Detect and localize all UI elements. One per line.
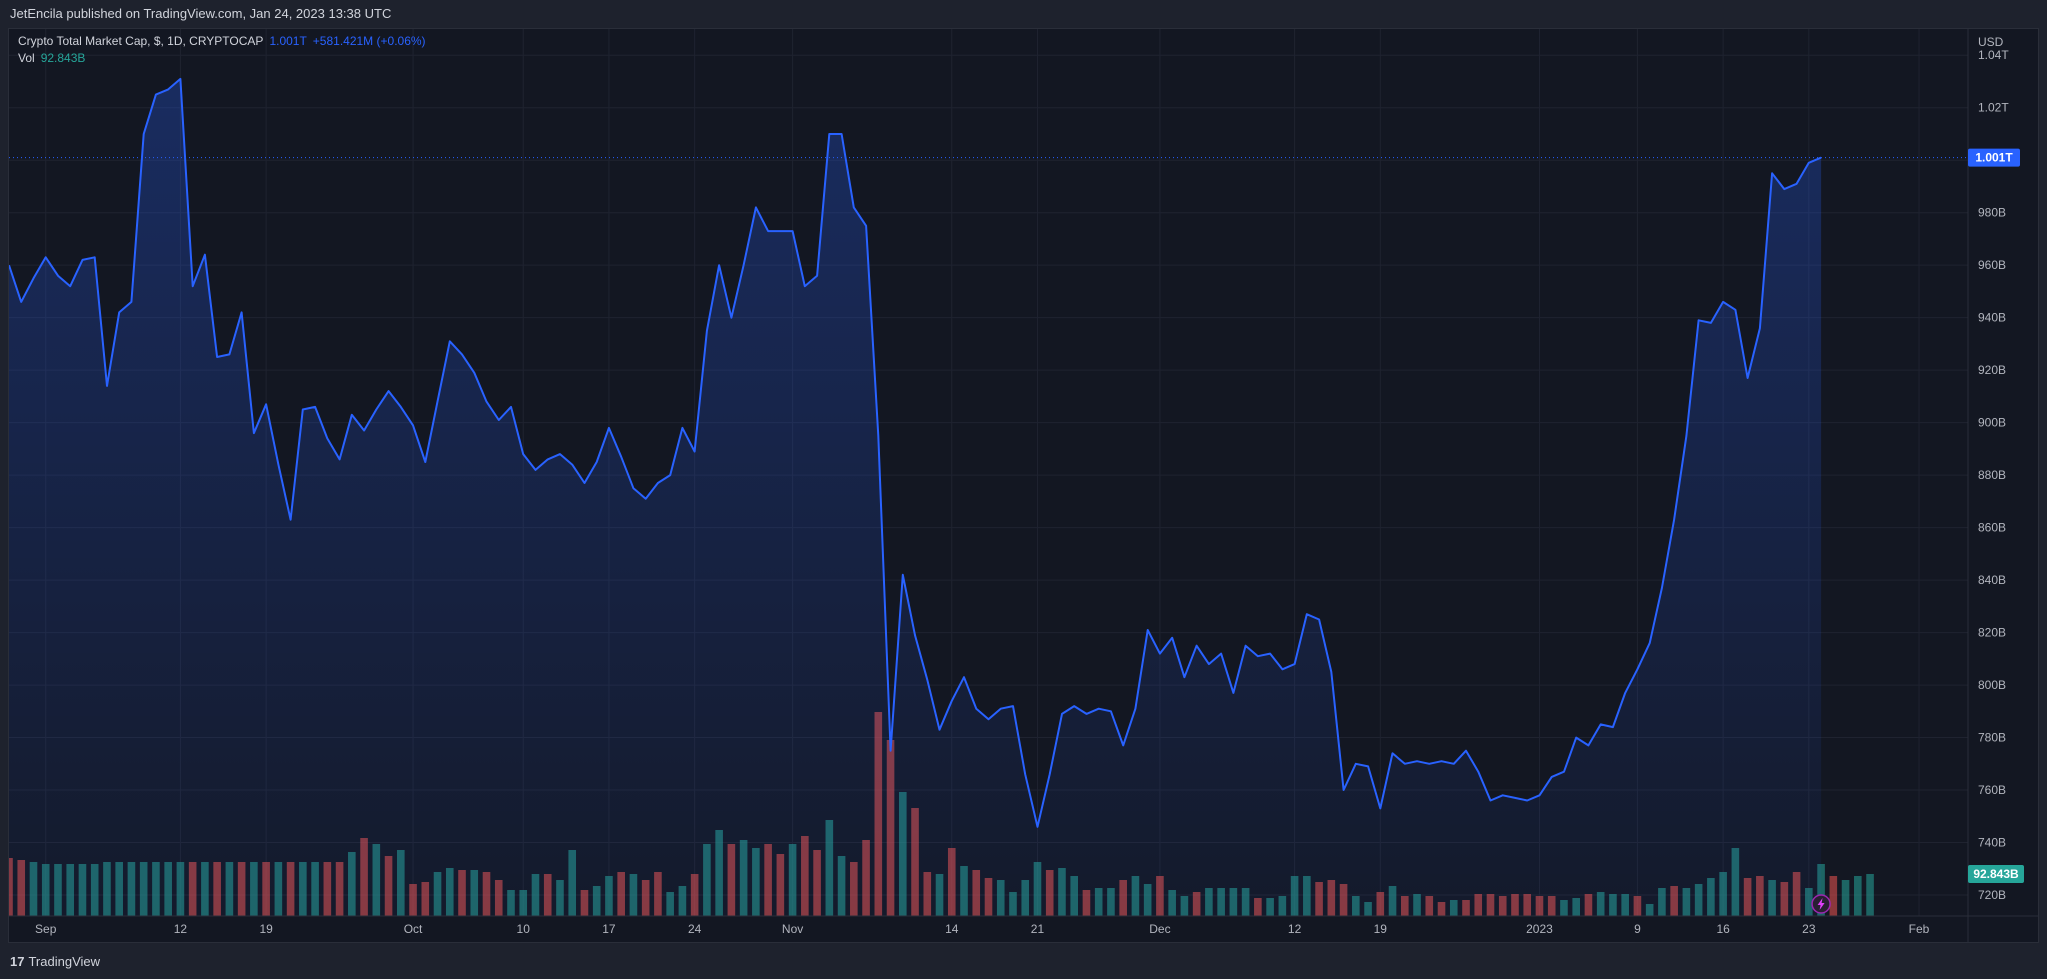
- symbol-row[interactable]: Crypto Total Market Cap, $, 1D, CRYPTOCA…: [18, 33, 426, 50]
- price-value: 1.001T: [269, 34, 307, 48]
- price-tick-label: 1.04T: [1978, 48, 2009, 62]
- time-tick-label: 23: [1802, 922, 1816, 936]
- time-tick-label: 12: [1288, 922, 1302, 936]
- time-tick-label: 2023: [1526, 922, 1553, 936]
- currency-label: USD: [1978, 35, 2004, 49]
- market-cap-area: [9, 78, 1822, 916]
- time-tick-label: 24: [688, 922, 702, 936]
- time-axis: Sep 12 19 Oct 10 17 24 Nov 14 21 Dec 12 19 2023 9 16 23 F…: [35, 922, 1930, 936]
- last-volume-label: 92.843B: [1973, 867, 2019, 881]
- brand-name: TradingView: [28, 954, 101, 969]
- time-tick-label: Sep: [35, 922, 57, 936]
- last-price-tag: 1.001T: [1968, 148, 2020, 167]
- lightning-icon[interactable]: [1811, 894, 1831, 914]
- time-tick-label: Oct: [404, 922, 423, 936]
- price-change: +581.421M (+0.06%): [312, 34, 426, 48]
- price-chart[interactable]: USD 720B 740B 760B 780B 800B 820B 840B 860B 880B…: [9, 29, 2038, 942]
- price-tick-label: 900B: [1978, 416, 2006, 430]
- volume-row[interactable]: Vol 92.843B: [18, 50, 426, 67]
- price-axis: 720B 740B 760B 780B 800B 820B 840B 860B 880B 900B…: [1978, 48, 2009, 902]
- volume-bar: [1854, 876, 1862, 916]
- price-tick-label: 840B: [1978, 573, 2006, 587]
- price-tick-label: 860B: [1978, 521, 2006, 535]
- tradingview-logo-icon: 17: [10, 954, 25, 969]
- price-tick-label: 780B: [1978, 731, 2006, 745]
- time-tick-label: Feb: [1909, 922, 1930, 936]
- time-tick-label: 19: [259, 922, 273, 936]
- price-tick-label: 960B: [1978, 258, 2006, 272]
- volume-label: Vol: [18, 51, 35, 65]
- time-tick-label: 19: [1374, 922, 1388, 936]
- time-tick-label: Dec: [1149, 922, 1170, 936]
- price-tick-label: 980B: [1978, 206, 2006, 220]
- volume-value: 92.843B: [40, 51, 86, 65]
- last-volume-tag: 92.843B: [1968, 865, 2024, 883]
- price-tick-label: 940B: [1978, 311, 2006, 325]
- chart-frame[interactable]: USD 720B 740B 760B 780B 800B 820B 840B 860B 880B…: [8, 28, 2039, 943]
- axes: USD: [9, 29, 2038, 942]
- time-tick-label: 21: [1031, 922, 1045, 936]
- price-tick-label: 740B: [1978, 836, 2006, 850]
- price-tick-label: 880B: [1978, 468, 2006, 482]
- time-tick-label: 10: [517, 922, 531, 936]
- time-tick-label: 17: [602, 922, 616, 936]
- price-tick-label: 760B: [1978, 783, 2006, 797]
- price-tick-label: 820B: [1978, 626, 2006, 640]
- volume-bar: [1841, 880, 1850, 916]
- market-cap-line: [9, 77, 1822, 828]
- time-tick-label: 9: [1634, 922, 1641, 936]
- time-tick-label: 12: [174, 922, 188, 936]
- chart-legend: Crypto Total Market Cap, $, 1D, CRYPTOCA…: [18, 33, 426, 67]
- time-tick-label: Nov: [782, 922, 803, 936]
- footer-brand[interactable]: 17 TradingView: [0, 950, 2047, 979]
- symbol-title: Crypto Total Market Cap, $, 1D, CRYPTOCA…: [18, 34, 264, 48]
- price-tick-label: 720B: [1978, 888, 2006, 902]
- last-price-label: 1.001T: [1975, 151, 2013, 165]
- published-header: JetEncila published on TradingView.com, …: [10, 6, 392, 21]
- volume-bar: [1866, 874, 1874, 916]
- time-tick-label: 14: [945, 922, 959, 936]
- price-tick-label: 920B: [1978, 363, 2006, 377]
- price-tick-label: 1.02T: [1978, 101, 2009, 115]
- price-tick-label: 800B: [1978, 678, 2006, 692]
- volume-bar: [1829, 876, 1838, 916]
- time-tick-label: 16: [1716, 922, 1730, 936]
